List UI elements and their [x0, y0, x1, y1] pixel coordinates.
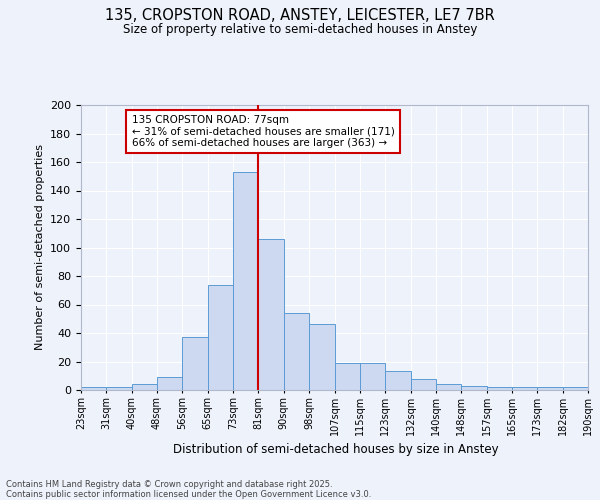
Bar: [81, 387, 106, 390]
Bar: [132, 384, 157, 390]
Bar: [512, 387, 538, 390]
Bar: [563, 387, 588, 390]
Bar: [182, 338, 208, 390]
Bar: [410, 378, 436, 390]
Bar: [106, 387, 132, 390]
Bar: [157, 377, 182, 390]
Bar: [259, 239, 284, 390]
Bar: [487, 387, 512, 390]
Bar: [284, 313, 309, 390]
Bar: [436, 384, 461, 390]
Bar: [360, 363, 385, 390]
Bar: [385, 372, 410, 390]
Text: Contains HM Land Registry data © Crown copyright and database right 2025.
Contai: Contains HM Land Registry data © Crown c…: [6, 480, 371, 499]
Text: Size of property relative to semi-detached houses in Anstey: Size of property relative to semi-detach…: [123, 22, 477, 36]
Bar: [208, 284, 233, 390]
Bar: [538, 387, 563, 390]
Text: Distribution of semi-detached houses by size in Anstey: Distribution of semi-detached houses by …: [173, 442, 499, 456]
Bar: [335, 363, 360, 390]
Bar: [461, 386, 487, 390]
Text: 135, CROPSTON ROAD, ANSTEY, LEICESTER, LE7 7BR: 135, CROPSTON ROAD, ANSTEY, LEICESTER, L…: [105, 8, 495, 22]
Bar: [309, 324, 335, 390]
Y-axis label: Number of semi-detached properties: Number of semi-detached properties: [35, 144, 44, 350]
Bar: [233, 172, 259, 390]
Text: 135 CROPSTON ROAD: 77sqm
← 31% of semi-detached houses are smaller (171)
66% of : 135 CROPSTON ROAD: 77sqm ← 31% of semi-d…: [132, 115, 395, 148]
